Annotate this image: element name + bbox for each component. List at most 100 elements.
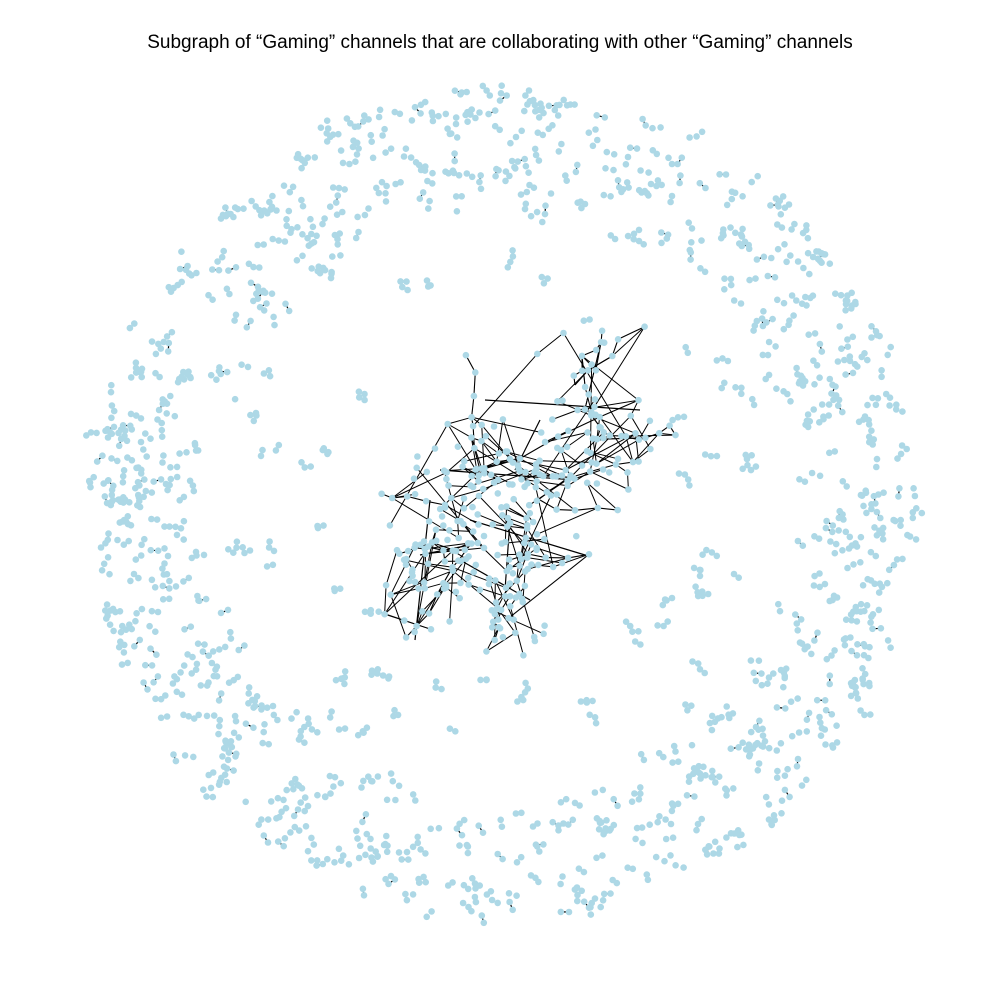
graph-node xyxy=(224,606,232,614)
graph-node xyxy=(867,619,874,626)
graph-node xyxy=(137,552,145,559)
graph-node xyxy=(90,473,97,481)
graph-node xyxy=(547,190,555,197)
graph-node xyxy=(822,524,830,532)
graph-node xyxy=(226,290,233,298)
graph-node xyxy=(842,307,849,314)
graph-node xyxy=(857,707,864,714)
graph-node xyxy=(684,476,692,483)
graph-node xyxy=(155,340,162,348)
graph-node xyxy=(735,744,742,751)
graph-node xyxy=(120,494,127,501)
graph-node xyxy=(382,149,389,156)
graph-edge xyxy=(536,332,564,355)
graph-node xyxy=(445,170,452,177)
graph-node xyxy=(498,504,505,511)
graph-node xyxy=(559,873,566,880)
graph-node xyxy=(539,218,546,226)
graph-node xyxy=(449,564,456,571)
graph-node xyxy=(859,582,867,589)
graph-node xyxy=(104,434,112,441)
graph-node xyxy=(269,702,277,710)
graph-node xyxy=(535,157,543,164)
graph-node xyxy=(558,472,566,479)
graph-node xyxy=(260,207,268,214)
graph-node xyxy=(702,846,709,854)
graph-node xyxy=(265,544,273,551)
graph-node xyxy=(155,406,163,414)
graph-node xyxy=(509,481,516,488)
graph-node xyxy=(747,728,755,736)
graph-node xyxy=(635,628,642,635)
graph-node xyxy=(715,773,723,780)
graph-node xyxy=(428,539,436,546)
graph-node xyxy=(461,457,468,465)
graph-node xyxy=(457,579,464,587)
graph-node xyxy=(213,376,220,384)
graph-node xyxy=(328,708,335,715)
graph-node xyxy=(594,136,601,144)
graph-node xyxy=(361,396,368,404)
graph-node xyxy=(839,547,846,554)
graph-node xyxy=(870,436,878,443)
graph-node xyxy=(795,380,803,387)
graph-node xyxy=(586,711,593,719)
graph-node xyxy=(661,857,668,865)
graph-node xyxy=(721,275,728,283)
graph-node xyxy=(780,388,787,395)
graph-node xyxy=(152,695,159,703)
graph-node xyxy=(433,591,441,598)
graph-node xyxy=(625,486,632,493)
graph-node xyxy=(694,592,702,600)
graph-node xyxy=(686,482,693,489)
graph-node xyxy=(570,372,578,380)
graph-node xyxy=(527,872,535,879)
graph-node xyxy=(848,617,855,624)
graph-edge xyxy=(611,326,645,357)
graph-edge xyxy=(384,613,432,630)
graph-node xyxy=(918,509,926,517)
graph-node xyxy=(801,478,809,486)
graph-node xyxy=(855,418,863,426)
graph-node xyxy=(459,899,467,907)
graph-node xyxy=(219,753,226,760)
graph-node xyxy=(308,726,316,733)
graph-edge xyxy=(565,432,636,471)
graph-node xyxy=(716,845,723,852)
graph-node xyxy=(421,98,429,106)
graph-node xyxy=(768,254,775,262)
graph-node xyxy=(861,413,869,420)
graph-node xyxy=(361,390,368,398)
graph-node xyxy=(498,823,506,830)
graph-node xyxy=(654,818,661,826)
graph-node xyxy=(383,182,390,190)
graph-node xyxy=(713,357,721,364)
graph-node xyxy=(451,157,459,165)
graph-node xyxy=(414,839,422,847)
graph-node xyxy=(802,293,809,301)
graph-node xyxy=(758,742,765,749)
graph-node xyxy=(595,826,603,833)
graph-node xyxy=(444,882,452,889)
graph-node xyxy=(878,367,885,374)
graph-node xyxy=(245,260,253,268)
graph-node xyxy=(288,780,296,787)
graph-node xyxy=(274,716,281,724)
graph-node xyxy=(444,420,452,428)
graph-node xyxy=(214,258,221,265)
graph-edge xyxy=(557,369,589,402)
graph-node xyxy=(297,727,305,735)
graph-node xyxy=(504,264,512,271)
graph-node xyxy=(452,588,460,596)
graph-node xyxy=(559,397,566,404)
graph-node xyxy=(722,171,730,178)
graph-node xyxy=(118,661,126,668)
graph-node xyxy=(422,878,430,886)
graph-node xyxy=(592,346,600,354)
graph-node xyxy=(526,181,533,189)
graph-node xyxy=(127,577,134,585)
graph-node xyxy=(909,514,917,522)
graph-node xyxy=(587,911,595,918)
graph-node xyxy=(506,519,514,527)
graph-node xyxy=(196,597,203,605)
